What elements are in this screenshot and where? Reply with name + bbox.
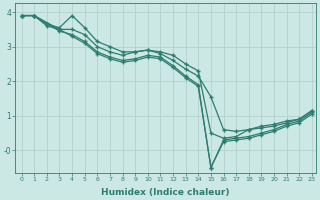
X-axis label: Humidex (Indice chaleur): Humidex (Indice chaleur) [101, 188, 230, 197]
